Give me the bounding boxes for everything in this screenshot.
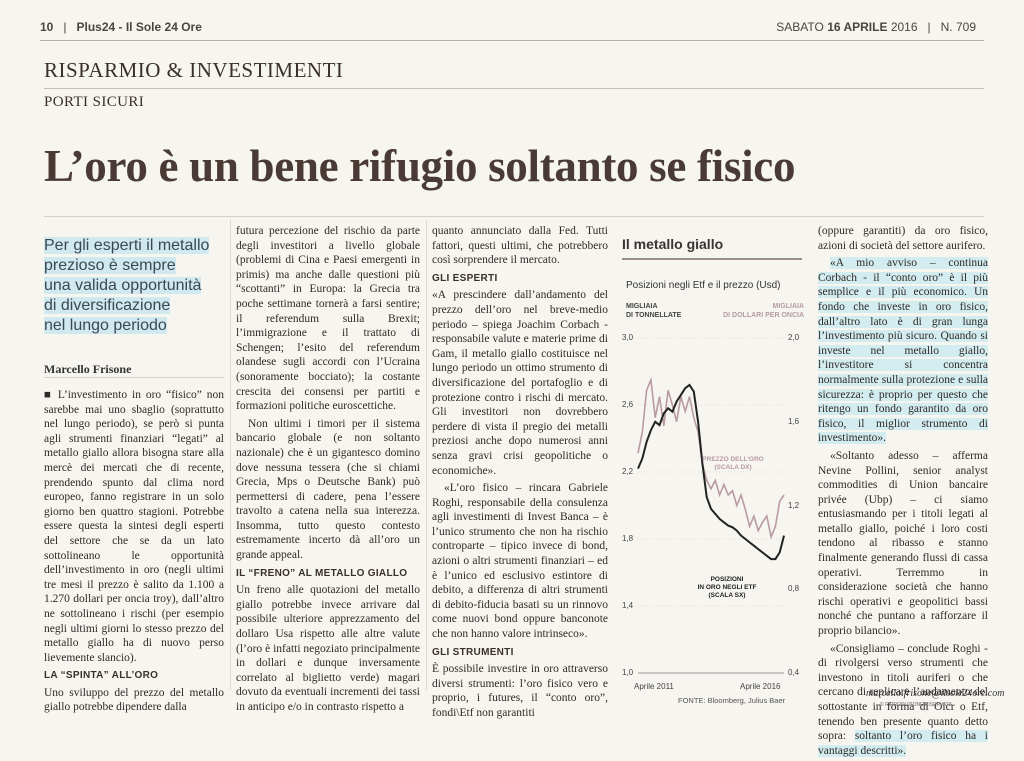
header-divider <box>40 40 984 41</box>
subheading: GLI STRUMENTI <box>432 646 514 658</box>
subheading: GLI ESPERTI <box>432 272 498 284</box>
byline-divider <box>44 377 224 378</box>
chart: Il metallo giallo Posizioni negli Etf e … <box>612 228 808 708</box>
left-tick-label: 1,0 <box>622 668 634 677</box>
highlighted-text: «A mio avviso – continua Corbach - il “c… <box>818 257 988 445</box>
headline: L’oro è un bene rifugio soltanto se fisi… <box>44 141 796 191</box>
issue-number: N. 709 <box>940 20 976 34</box>
x-label-end: Aprile 2016 <box>740 682 781 691</box>
column-5: (oppure garantiti) da oro fisico, azioni… <box>818 224 988 761</box>
column-divider <box>426 220 427 690</box>
page-number: 10 <box>40 20 54 34</box>
chart-right-axis-label: MIGLIAIA DI DOLLARI PER ONCIA <box>723 303 804 319</box>
paragraph-marker-icon: ■ <box>44 389 58 401</box>
paragraph: «L’oro fisico – rincara Gabriele Roghi, … <box>432 482 608 641</box>
price-series-label: PREZZO DELL’ORO (SCALA DX) <box>702 456 764 471</box>
subsection-title: PORTI SICURI <box>44 94 145 110</box>
deck-line: prezioso è sempre <box>44 257 176 274</box>
positions-series-label: POSIZIONI IN ORO NEGLI ETF (SCALA SX) <box>697 576 757 599</box>
right-tick-label: 2,0 <box>788 333 800 342</box>
column-2: futura percezione del rischio da parte d… <box>236 224 420 718</box>
left-tick-label: 2,6 <box>622 400 634 409</box>
headline-divider <box>44 216 984 217</box>
paragraph: quanto annunciato dalla Fed. Tutti fatto… <box>432 225 608 267</box>
paragraph: «A prescindere dall’andamento del prezzo… <box>432 289 608 477</box>
paragraph-text: L’investimento in oro “fisico” non sareb… <box>44 389 224 664</box>
column-3: quanto annunciato dalla Fed. Tutti fatto… <box>432 224 608 724</box>
publication-name: Plus24 - Il Sole 24 Ore <box>76 20 202 34</box>
chart-title-rule <box>622 258 802 260</box>
left-tick-label: 2,2 <box>622 467 634 476</box>
subheading: IL “FRENO” AL METALLO GIALLO <box>236 567 408 579</box>
paragraph: «A mio avviso – continua Corbach - il “c… <box>818 256 988 446</box>
x-label-start: Aprile 2011 <box>634 682 674 691</box>
chart-subtitle: Posizioni negli Etf e il prezzo (Usd) <box>626 280 781 291</box>
copyright-notice: © RIPRODUZIONE RISERVATA <box>880 702 952 708</box>
chart-title: Il metallo giallo <box>622 236 724 252</box>
paragraph: È possibile investire in oro attraverso … <box>432 663 608 719</box>
section-divider <box>44 88 984 89</box>
byline: Marcello Frisone <box>44 362 132 376</box>
paragraph: Un freno alle quotazioni del metallo gia… <box>236 584 420 713</box>
paragraph: (oppure garantiti) da oro fisico, azioni… <box>818 225 988 252</box>
column-divider <box>230 220 231 690</box>
paragraph: Uno sviluppo del prezzo del metallo gial… <box>44 686 224 714</box>
deck-line: di diversificazione <box>44 297 171 314</box>
paragraph: Non ultimi i timori per il sistema banca… <box>236 417 420 562</box>
left-tick-label: 1,8 <box>622 534 634 543</box>
page-header-right: SABATO 16 APRILE 2016 | N. 709 <box>776 20 976 34</box>
right-tick-label: 0,8 <box>788 584 800 594</box>
date-weekday: SABATO <box>776 20 824 34</box>
page-header: 10 | Plus24 - Il Sole 24 Ore SABATO 16 A… <box>40 16 984 36</box>
deck-line: una valida opportunità <box>44 277 202 294</box>
paragraph: «Soltanto adesso – afferma Nevine Pollin… <box>818 449 988 638</box>
subheading: LA “SPINTA” ALL’ORO <box>44 670 159 682</box>
deck-line: nel lungo periodo <box>44 317 167 334</box>
left-tick-label: 1,4 <box>622 601 634 610</box>
paragraph: «Consigliamo – conclude Roghi - di rivol… <box>818 642 988 759</box>
deck-line: Per gli esperti il metallo <box>44 237 210 254</box>
column-1: ■ L’investimento in oro “fisico” non sar… <box>44 388 224 718</box>
right-tick-label: 1,2 <box>788 500 800 510</box>
paragraph: ■ L’investimento in oro “fisico” non sar… <box>44 388 224 665</box>
page-header-left: 10 | Plus24 - Il Sole 24 Ore <box>40 20 202 34</box>
section-title: RISPARMIO & INVESTIMENTI <box>44 58 344 82</box>
left-tick-label: 3,0 <box>622 333 634 342</box>
paragraph: futura percezione del rischio da parte d… <box>236 225 420 413</box>
date-year: 2016 <box>890 20 918 34</box>
right-tick-label: 1,6 <box>788 416 800 426</box>
chart-plot <box>637 337 785 674</box>
chart-left-axis-label: MIGLIAIA DI TONNELLATE <box>626 303 682 319</box>
chart-source: FONTE: Bloomberg, Julius Baer <box>678 696 786 705</box>
right-tick-label: 0,4 <box>788 668 800 677</box>
date-day-month: 16 APRILE <box>827 20 888 34</box>
deck: Per gli esperti il metallo prezioso è se… <box>44 236 224 336</box>
positions-series-line <box>637 383 785 561</box>
author-email: marcello.frisone@ilsole24ore.com <box>866 688 1005 699</box>
